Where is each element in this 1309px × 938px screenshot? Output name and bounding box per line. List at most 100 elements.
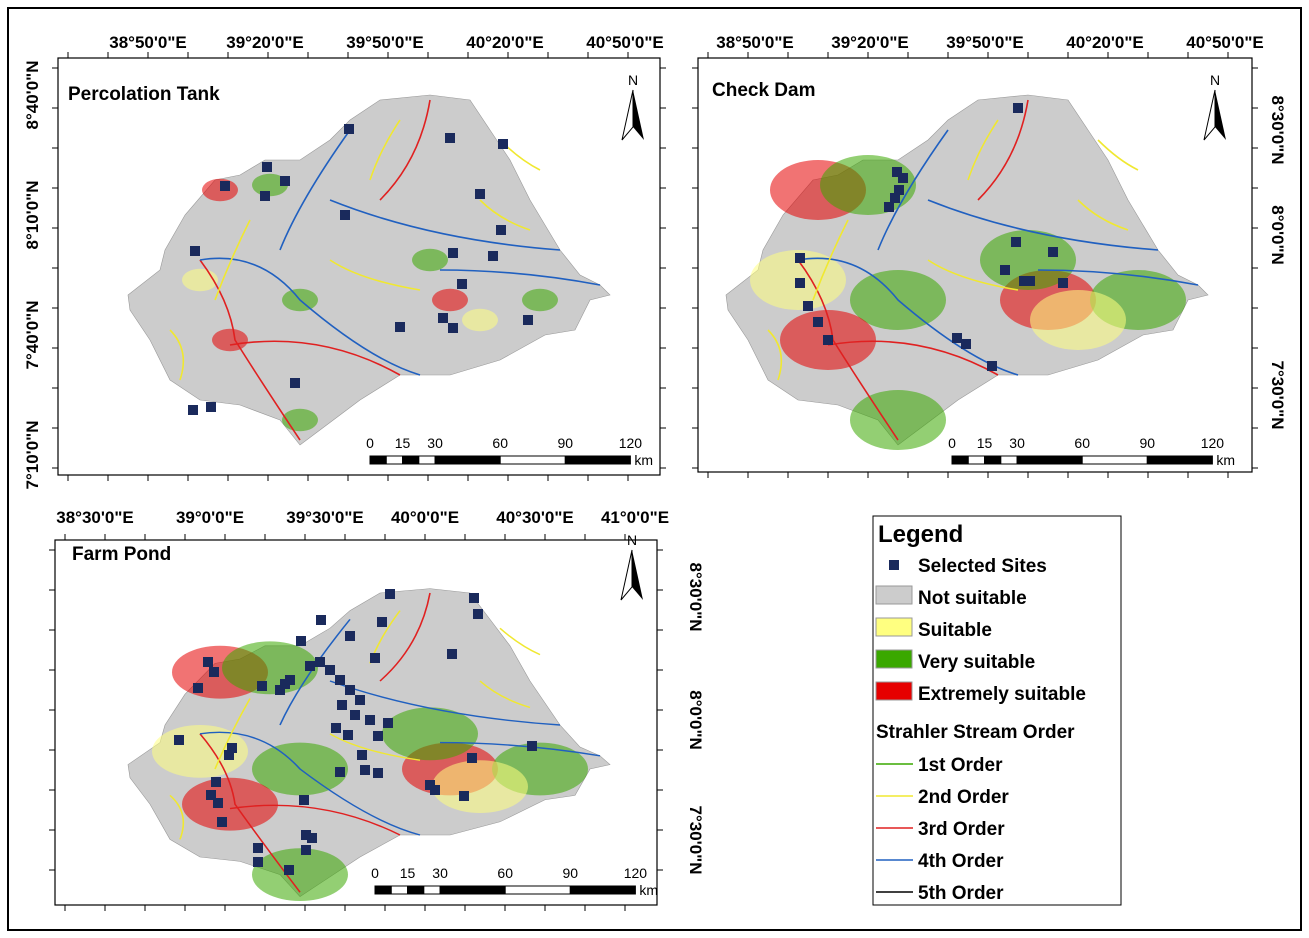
scale-segment: [968, 456, 984, 464]
site-marker: [211, 777, 221, 787]
site-marker: [190, 246, 200, 256]
site-marker: [395, 322, 405, 332]
site-marker: [365, 715, 375, 725]
suitability-patch: [432, 289, 468, 312]
legend-label: Extremely suitable: [918, 684, 1086, 705]
site-marker: [345, 631, 355, 641]
suitability-patch: [1030, 290, 1126, 350]
site-marker: [498, 139, 508, 149]
site-marker: [260, 191, 270, 201]
scale-label: 120: [624, 865, 648, 881]
site-marker: [337, 700, 347, 710]
site-marker: [813, 317, 823, 327]
longitude-label: 40°20'0"E: [466, 33, 544, 52]
scale-label: 0: [366, 435, 374, 451]
suitability-patch: [412, 249, 448, 272]
site-marker: [220, 181, 230, 191]
site-marker: [357, 750, 367, 760]
legend-label: Not suitable: [918, 588, 1027, 609]
site-marker: [448, 248, 458, 258]
scale-label: 90: [563, 865, 579, 881]
site-marker: [345, 685, 355, 695]
legend-label: Suitable: [918, 620, 992, 641]
longitude-label: 41°0'0"E: [601, 508, 669, 527]
site-marker: [296, 636, 306, 646]
scale-unit: km: [1216, 452, 1235, 468]
scale-label: 120: [1201, 435, 1225, 451]
site-marker: [188, 405, 198, 415]
scale-label: 30: [427, 435, 443, 451]
longitude-label: 38°50'0"E: [109, 33, 187, 52]
longitude-label: 39°30'0"E: [286, 508, 364, 527]
site-marker: [459, 791, 469, 801]
site-marker: [174, 735, 184, 745]
latitude-label: 7°30'0"N: [686, 806, 705, 875]
scale-segment: [403, 456, 419, 464]
site-marker: [203, 657, 213, 667]
site-marker: [1011, 237, 1021, 247]
site-marker: [527, 741, 537, 751]
site-marker: [257, 681, 267, 691]
site-marker: [1013, 103, 1023, 113]
site-marker: [315, 657, 325, 667]
latitude-label: 8°40'0"N: [23, 61, 42, 130]
site-marker: [1000, 265, 1010, 275]
north-label: N: [1210, 72, 1220, 88]
scale-segment: [952, 456, 968, 464]
site-marker: [305, 661, 315, 671]
longitude-label: 39°50'0"E: [946, 33, 1024, 52]
scale-segment: [1017, 456, 1082, 464]
scale-segment: [570, 886, 635, 894]
legend-label: 5th Order: [918, 883, 1004, 904]
scale-unit: km: [639, 882, 658, 898]
scale-label: 15: [977, 435, 993, 451]
north-label: N: [627, 532, 637, 548]
site-marker: [253, 843, 263, 853]
site-marker: [360, 765, 370, 775]
suitability-patch: [432, 760, 528, 813]
legend-label: 2nd Order: [918, 787, 1009, 808]
legend-label: 4th Order: [918, 851, 1004, 872]
scale-label: 0: [371, 865, 379, 881]
scale-label: 15: [400, 865, 416, 881]
site-marker: [373, 768, 383, 778]
longitude-label: 39°50'0"E: [346, 33, 424, 52]
latitude-label: 8°0'0"N: [1268, 205, 1287, 265]
scale-segment: [985, 456, 1001, 464]
site-marker: [335, 675, 345, 685]
site-marker: [340, 210, 350, 220]
panel-title: Farm Pond: [72, 544, 171, 565]
scale-segment: [435, 456, 500, 464]
scale-label: 30: [1009, 435, 1025, 451]
site-marker: [301, 845, 311, 855]
legend-label: 3rd Order: [918, 819, 1005, 840]
site-marker: [335, 767, 345, 777]
latitude-label: 8°30'0"N: [1268, 96, 1287, 165]
longitude-label: 40°20'0"E: [1066, 33, 1144, 52]
site-marker: [467, 753, 477, 763]
legend-label: Selected Sites: [918, 556, 1047, 577]
site-marker: [430, 785, 440, 795]
scale-label: 90: [1140, 435, 1156, 451]
site-marker: [961, 339, 971, 349]
scale-segment: [500, 456, 565, 464]
legend-label: Very suitable: [918, 652, 1035, 673]
latitude-label: 7°30'0"N: [1268, 361, 1287, 430]
site-marker: [473, 609, 483, 619]
longitude-label: 39°20'0"E: [831, 33, 909, 52]
site-marker: [438, 313, 448, 323]
site-marker: [952, 333, 962, 343]
scale-segment: [505, 886, 570, 894]
longitude-label: 40°30'0"E: [496, 508, 574, 527]
scale-label: 30: [432, 865, 448, 881]
legend-swatch: [876, 618, 912, 636]
scale-segment: [386, 456, 402, 464]
site-marker: [206, 402, 216, 412]
site-marker: [1058, 278, 1068, 288]
longitude-label: 40°0'0"E: [391, 508, 459, 527]
north-label: N: [628, 72, 638, 88]
suitability-patch: [222, 641, 318, 694]
site-marker: [193, 683, 203, 693]
site-marker: [299, 795, 309, 805]
site-marker: [823, 335, 833, 345]
